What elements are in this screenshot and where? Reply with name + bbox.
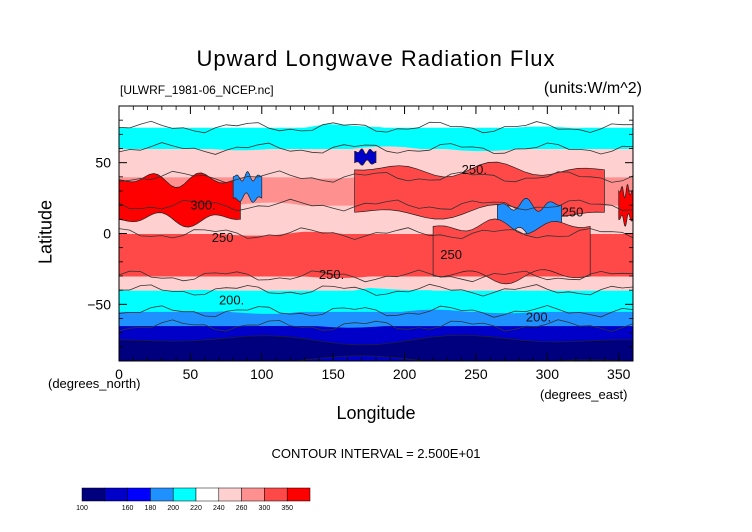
x-tick-label: 350	[607, 366, 631, 382]
file-name: [ULWRF_1981-06_NCEP.nc]	[120, 83, 274, 97]
x-tick-label: 0	[115, 366, 123, 382]
colorbar-swatch	[195, 487, 220, 502]
lat-band-core	[119, 309, 633, 328]
contour-label: 250	[212, 230, 234, 245]
lat-band-core	[119, 123, 633, 152]
colorbar-swatch	[150, 487, 174, 502]
region-south-pacific-warm	[432, 218, 591, 285]
colorbar-swatch	[127, 487, 151, 502]
colorbar-label: 240	[213, 505, 225, 512]
contour-label: 200.	[219, 292, 244, 307]
units-label: (units:W/m^2)	[543, 80, 642, 97]
colorbar-swatch	[172, 487, 197, 502]
region-antarctic-core	[119, 334, 633, 361]
contour-label: 250	[440, 247, 462, 262]
contour-line	[119, 142, 633, 155]
contour-line	[119, 170, 633, 184]
colorbar-label: 220	[190, 505, 202, 512]
lat-band-core	[119, 286, 633, 314]
colorbar-swatch	[81, 487, 106, 502]
contour-line	[119, 120, 633, 134]
colorbar-label: 100	[76, 505, 88, 512]
region-tibet	[232, 171, 263, 203]
lat-band-core	[119, 106, 633, 128]
contour-label: 250	[562, 205, 584, 220]
y-tick-label: −50	[87, 296, 111, 312]
colorbar-label: 200	[167, 505, 179, 512]
x-tick-label: 50	[183, 366, 199, 382]
x-tick-label: 200	[393, 366, 417, 382]
x-tick-label: 300	[536, 366, 560, 382]
plot-area: 300. 250. 250 250 250 250. 200. 200.	[119, 106, 633, 361]
contour-line	[119, 319, 633, 332]
contour-line	[119, 198, 633, 212]
y-tick-label: 0	[103, 226, 111, 242]
colorbar: 100 160 180 200 220 240 260 300 350	[76, 487, 311, 512]
contour-line	[119, 283, 633, 297]
contour-label: 200.	[526, 309, 551, 324]
contour-label: 250.	[462, 162, 487, 177]
y-axis-units: (degrees_north)	[48, 376, 141, 391]
region-arctic-cold	[354, 148, 377, 166]
region-north-pacific-warm	[354, 161, 605, 220]
colorbar-label: 180	[145, 505, 157, 512]
x-tick-label: 250	[464, 366, 488, 382]
chart-title: Upward Longwave Radiation Flux	[196, 46, 556, 71]
colorbar-label: 160	[122, 505, 134, 512]
region-east-pacific-warm	[618, 183, 633, 227]
contour-line	[119, 305, 633, 318]
axes: 0 50 100 150 200 250 300 350 −50 0 50	[87, 105, 634, 382]
contour-line	[119, 227, 633, 240]
x-tick-label: 150	[321, 366, 345, 382]
colorbar-label: 350	[281, 505, 293, 512]
contour-line	[119, 269, 633, 283]
colorbar-swatch	[241, 487, 265, 502]
colorbar-swatch	[264, 487, 288, 502]
x-tick-label: 100	[250, 366, 274, 382]
x-axis-label: Longitude	[336, 403, 416, 423]
y-tick-label: 50	[95, 155, 111, 171]
contour-interval: CONTOUR INTERVAL = 2.500E+01	[271, 446, 481, 461]
contour-label: 300.	[190, 197, 215, 212]
colorbar-label: 260	[236, 505, 248, 512]
colorbar-label: 300	[259, 505, 271, 512]
colorbar-swatch	[286, 487, 311, 502]
x-axis-units: (degrees_east)	[540, 387, 628, 402]
colorbar-swatch	[218, 487, 242, 502]
contour-label: 250.	[319, 267, 344, 282]
colorbar-swatch	[104, 487, 128, 502]
